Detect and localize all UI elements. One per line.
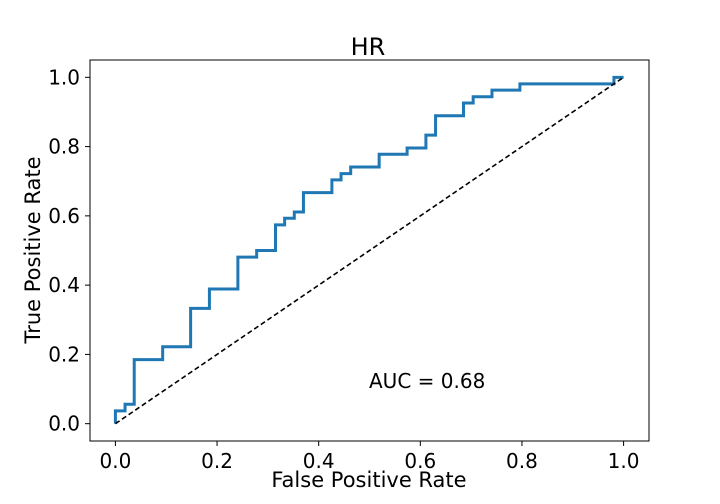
chance-diagonal-line xyxy=(114,76,625,425)
x-tick-label: 0.0 xyxy=(100,449,132,473)
x-axis-ticks: 0.0 0.2 0.4 0.6 0.8 1.0 xyxy=(100,441,640,473)
x-tick-label: 0.6 xyxy=(404,449,436,473)
y-tick-label: 0.4 xyxy=(48,273,80,297)
x-tick-label: 0.4 xyxy=(303,449,335,473)
x-tick-label: 0.8 xyxy=(506,449,538,473)
plot-area xyxy=(113,75,625,425)
y-axis-label: True Positive Rate xyxy=(21,156,45,344)
axes-frame xyxy=(89,59,650,442)
auc-annotation: AUC = 0.68 xyxy=(369,369,485,393)
y-tick-label: 0.2 xyxy=(48,342,80,366)
chart-title: HR xyxy=(351,33,386,61)
x-axis-label: False Positive Rate xyxy=(271,468,466,492)
y-tick-label: 1.0 xyxy=(48,65,80,89)
y-tick-label: 0.8 xyxy=(48,135,80,159)
roc-curve-line xyxy=(113,75,624,424)
y-axis-ticks: 0.0 0.2 0.4 0.6 0.8 1.0 xyxy=(48,65,90,436)
y-tick-label: 0.6 xyxy=(48,204,80,228)
x-tick-label: 1.0 xyxy=(608,449,640,473)
y-tick-label: 0.0 xyxy=(48,412,80,436)
x-tick-label: 0.2 xyxy=(201,449,233,473)
